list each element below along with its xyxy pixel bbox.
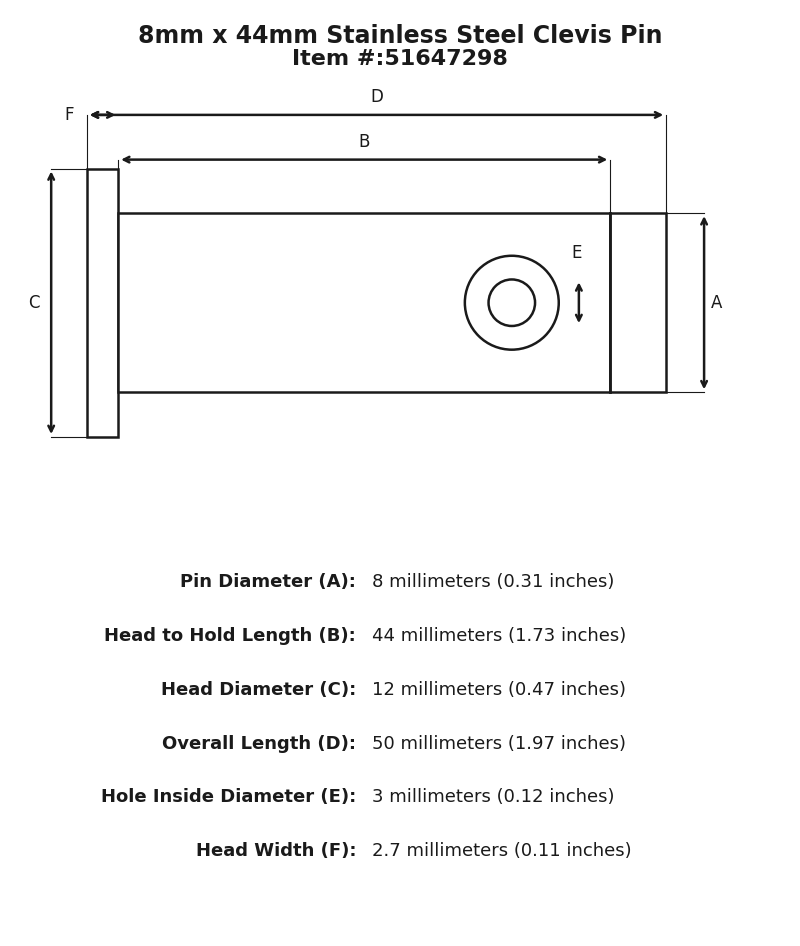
Text: 50 millimeters (1.97 inches): 50 millimeters (1.97 inches) <box>372 734 626 753</box>
Bar <box>118 213 610 393</box>
Text: 44 millimeters (1.73 inches): 44 millimeters (1.73 inches) <box>372 626 626 645</box>
Text: Head Width (F):: Head Width (F): <box>195 842 356 861</box>
Text: Pin Diameter (A):: Pin Diameter (A): <box>180 572 356 591</box>
Text: D: D <box>370 88 383 106</box>
Circle shape <box>489 279 535 326</box>
Text: 12 millimeters (0.47 inches): 12 millimeters (0.47 inches) <box>372 680 626 699</box>
Bar <box>610 213 666 393</box>
Text: 2.7 millimeters (0.11 inches): 2.7 millimeters (0.11 inches) <box>372 842 632 861</box>
Text: Overall Length (D):: Overall Length (D): <box>162 734 356 753</box>
Text: F: F <box>64 106 74 124</box>
Text: 3 millimeters (0.12 inches): 3 millimeters (0.12 inches) <box>372 788 614 807</box>
Text: Head Diameter (C):: Head Diameter (C): <box>161 680 356 699</box>
Text: B: B <box>358 132 370 150</box>
Text: Item #:51647298: Item #:51647298 <box>292 49 508 69</box>
Text: A: A <box>711 293 722 312</box>
Circle shape <box>465 255 558 350</box>
Text: Head to Hold Length (B):: Head to Hold Length (B): <box>104 626 356 645</box>
Text: Hole Inside Diameter (E):: Hole Inside Diameter (E): <box>101 788 356 807</box>
Text: E: E <box>571 243 582 262</box>
Text: 8 millimeters (0.31 inches): 8 millimeters (0.31 inches) <box>372 572 614 591</box>
Text: C: C <box>29 293 40 312</box>
Text: 8mm x 44mm Stainless Steel Clevis Pin: 8mm x 44mm Stainless Steel Clevis Pin <box>138 24 662 47</box>
Bar <box>87 168 118 437</box>
